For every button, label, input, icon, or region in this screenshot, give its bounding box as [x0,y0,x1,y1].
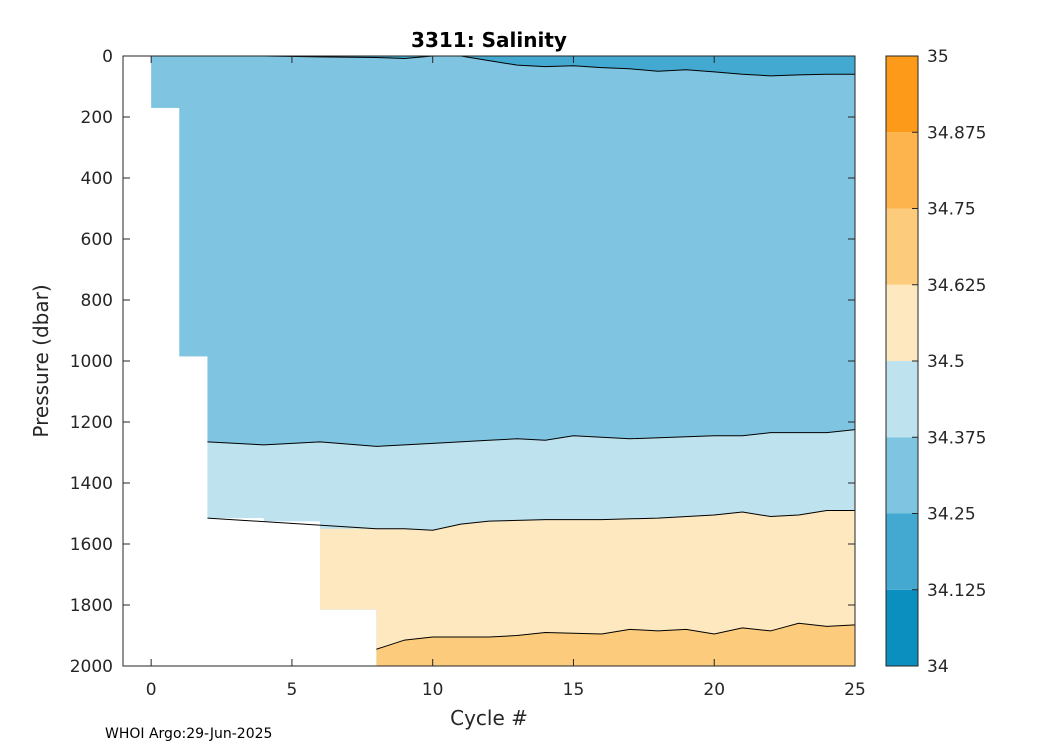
x-tick-label: 5 [287,680,298,700]
colorbar-tick-label: 35 [927,47,949,67]
contour-line-34.375 [207,429,856,447]
y-tick-label: 800 [81,291,113,311]
colorbar-segment [886,132,918,209]
band-34.5-34.625 [320,510,855,666]
x-tick-label: 0 [146,680,157,700]
colorbar-tick-label: 34.625 [927,276,986,296]
colorbar-segment [886,56,918,133]
y-tick-label: 1000 [70,352,113,372]
colorbar-segment [886,589,918,666]
colorbar-segment [886,284,918,361]
colorbar-tick-label: 34.75 [927,200,976,220]
colorbar-tick-label: 34.5 [927,352,965,372]
x-tick-label: 15 [563,680,585,700]
y-tick-label: 600 [81,230,113,250]
y-tick-label: 0 [102,47,113,67]
colorbar: 34 34.125 34.25 34.375 34.5 34.625 34.75 34.875… [885,47,986,677]
y-tick-label: 1600 [70,535,113,555]
plot-area [123,56,855,666]
colorbar-segment [886,437,918,514]
colorbar-tick-label: 34.875 [927,123,986,143]
x-tick-label: 10 [422,680,444,700]
colorbar-tick-label: 34.375 [927,428,986,448]
y-tick-label: 1400 [70,474,113,494]
colorbar-tick-label: 34.25 [927,505,976,525]
colorbar-segment [886,513,918,590]
y-tick-label: 200 [81,108,113,128]
no-data-region [123,56,855,666]
colorbar-tick-label: 34 [927,657,949,677]
contour-line-34.5 [207,509,855,531]
x-axis-label: Cycle # [450,706,528,730]
y-axis: 0 200 400 600 800 1000 1200 1400 1600 1800 2000 [70,47,855,677]
y-tick-label: 1200 [70,413,113,433]
footer-credit: WHOI Argo:29-Jun-2025 [105,726,273,742]
band-34.625-34.75 [376,623,855,666]
y-tick-label: 2000 [70,657,113,677]
contour-line-34.25 [151,55,855,77]
chart-title: 3311: Salinity [411,28,567,52]
contour-line-34.625 [376,622,856,650]
plot-lines [151,55,856,650]
colorbar-segment [886,208,918,285]
colorbar-tick-label: 34.125 [927,581,986,601]
colorbar-segment [886,361,918,438]
y-tick-label: 400 [81,169,113,189]
x-tick-label: 20 [703,680,725,700]
y-tick-label: 1800 [70,596,113,616]
y-axis-label: Pressure (dbar) [29,284,53,437]
x-tick-label: 25 [844,680,866,700]
